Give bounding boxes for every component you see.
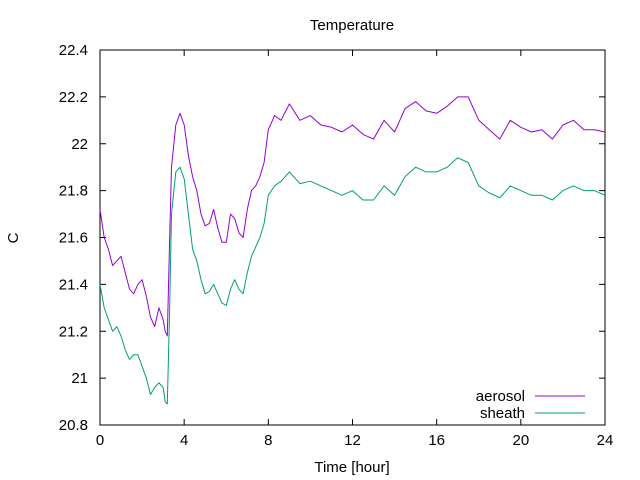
x-axis-tick-labels: 0 4 8 12 16 20 24: [96, 432, 614, 449]
y-axis-label: C: [5, 232, 22, 243]
plot-frame: [99, 49, 606, 426]
y-tick-label: 21.4: [59, 276, 88, 293]
y-axis-tick-labels: 20.8 21 21.2 21.4 21.6 21.8 22 22.2 22.4: [59, 42, 88, 434]
legend-label-aerosol: aerosol: [476, 388, 525, 405]
plot-border: [99, 49, 606, 426]
x-axis-label: Time [hour]: [314, 459, 389, 476]
series-lines: [99, 96, 606, 405]
y-tick-label: 21.2: [59, 323, 88, 340]
y-tick-label: 21: [71, 370, 88, 387]
legend: aerosol sheath: [476, 388, 585, 422]
chart-title: Temperature: [310, 17, 394, 34]
legend-label-sheath: sheath: [480, 405, 525, 422]
x-tick-label: 8: [264, 432, 272, 449]
series-line-aerosol: [99, 96, 606, 337]
x-tick-label: 20: [512, 432, 529, 449]
series-line-sheath: [99, 157, 606, 405]
y-tick-label: 22: [71, 136, 88, 153]
x-axis-ticks: [99, 50, 606, 425]
x-tick-label: 0: [96, 432, 104, 449]
x-tick-label: 16: [428, 432, 445, 449]
y-tick-label: 22.4: [59, 42, 88, 59]
y-tick-label: 22.2: [59, 89, 88, 106]
x-tick-label: 4: [180, 432, 188, 449]
y-tick-label: 21.6: [59, 230, 88, 247]
y-tick-label: 21.8: [59, 183, 88, 200]
x-tick-label: 24: [597, 432, 614, 449]
y-axis-ticks: [100, 49, 605, 426]
y-tick-label: 20.8: [59, 417, 88, 434]
x-tick-label: 12: [344, 432, 361, 449]
